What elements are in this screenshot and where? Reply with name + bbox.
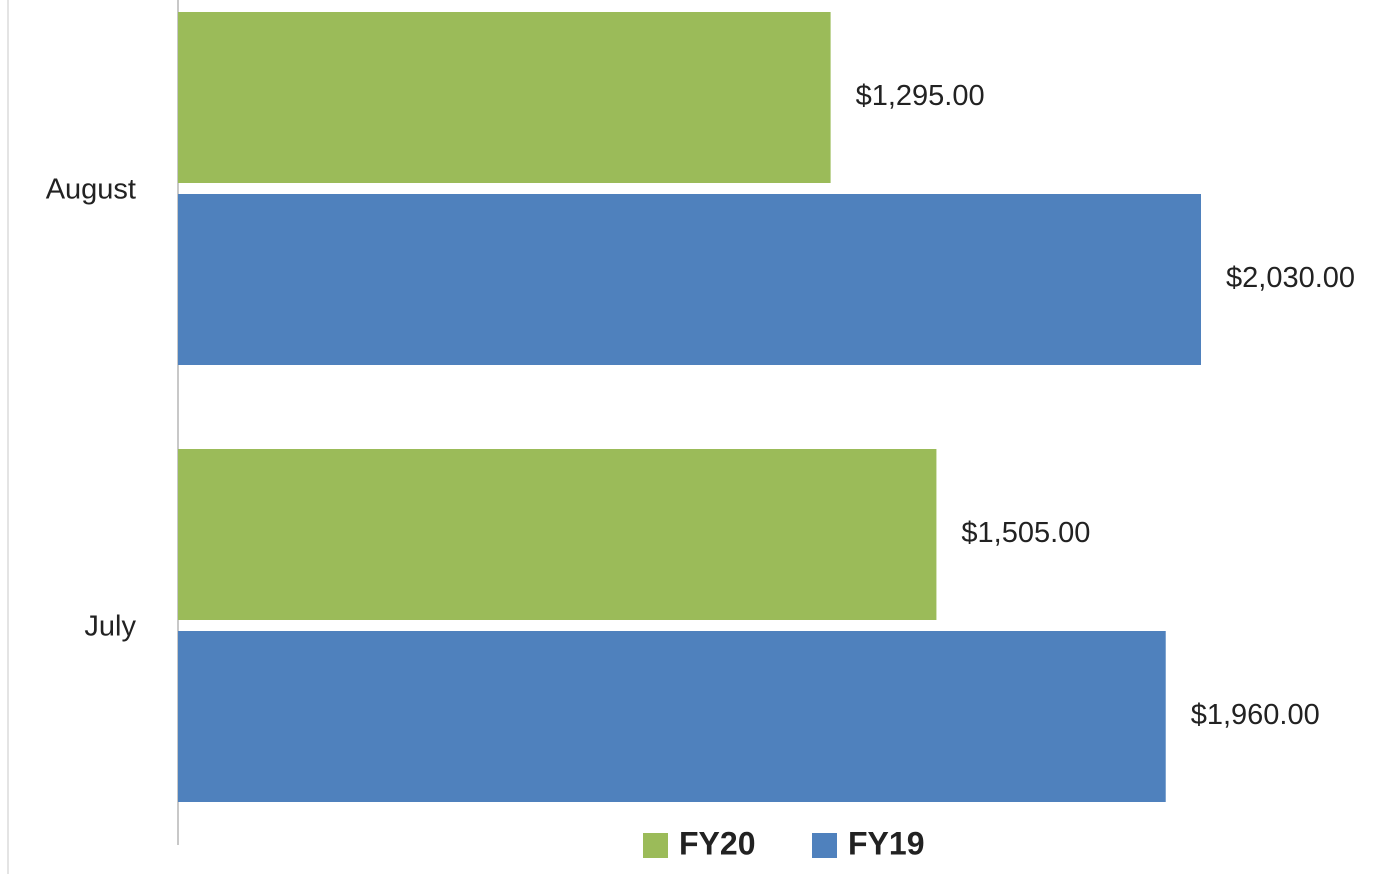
bar — [178, 12, 831, 183]
legend-swatch — [643, 833, 668, 858]
bar — [178, 631, 1166, 802]
bar — [178, 449, 937, 620]
legend-label: FY19 — [848, 825, 924, 861]
value-label: $2,030.00 — [1226, 262, 1355, 294]
legend-label: FY20 — [679, 825, 755, 861]
category-label: August — [46, 174, 136, 206]
value-label: $1,295.00 — [856, 80, 985, 112]
category-label: July — [84, 611, 136, 643]
legend-swatch — [812, 833, 837, 858]
value-label: $1,960.00 — [1191, 699, 1320, 731]
bar — [178, 194, 1201, 365]
value-label: $1,505.00 — [961, 517, 1090, 549]
